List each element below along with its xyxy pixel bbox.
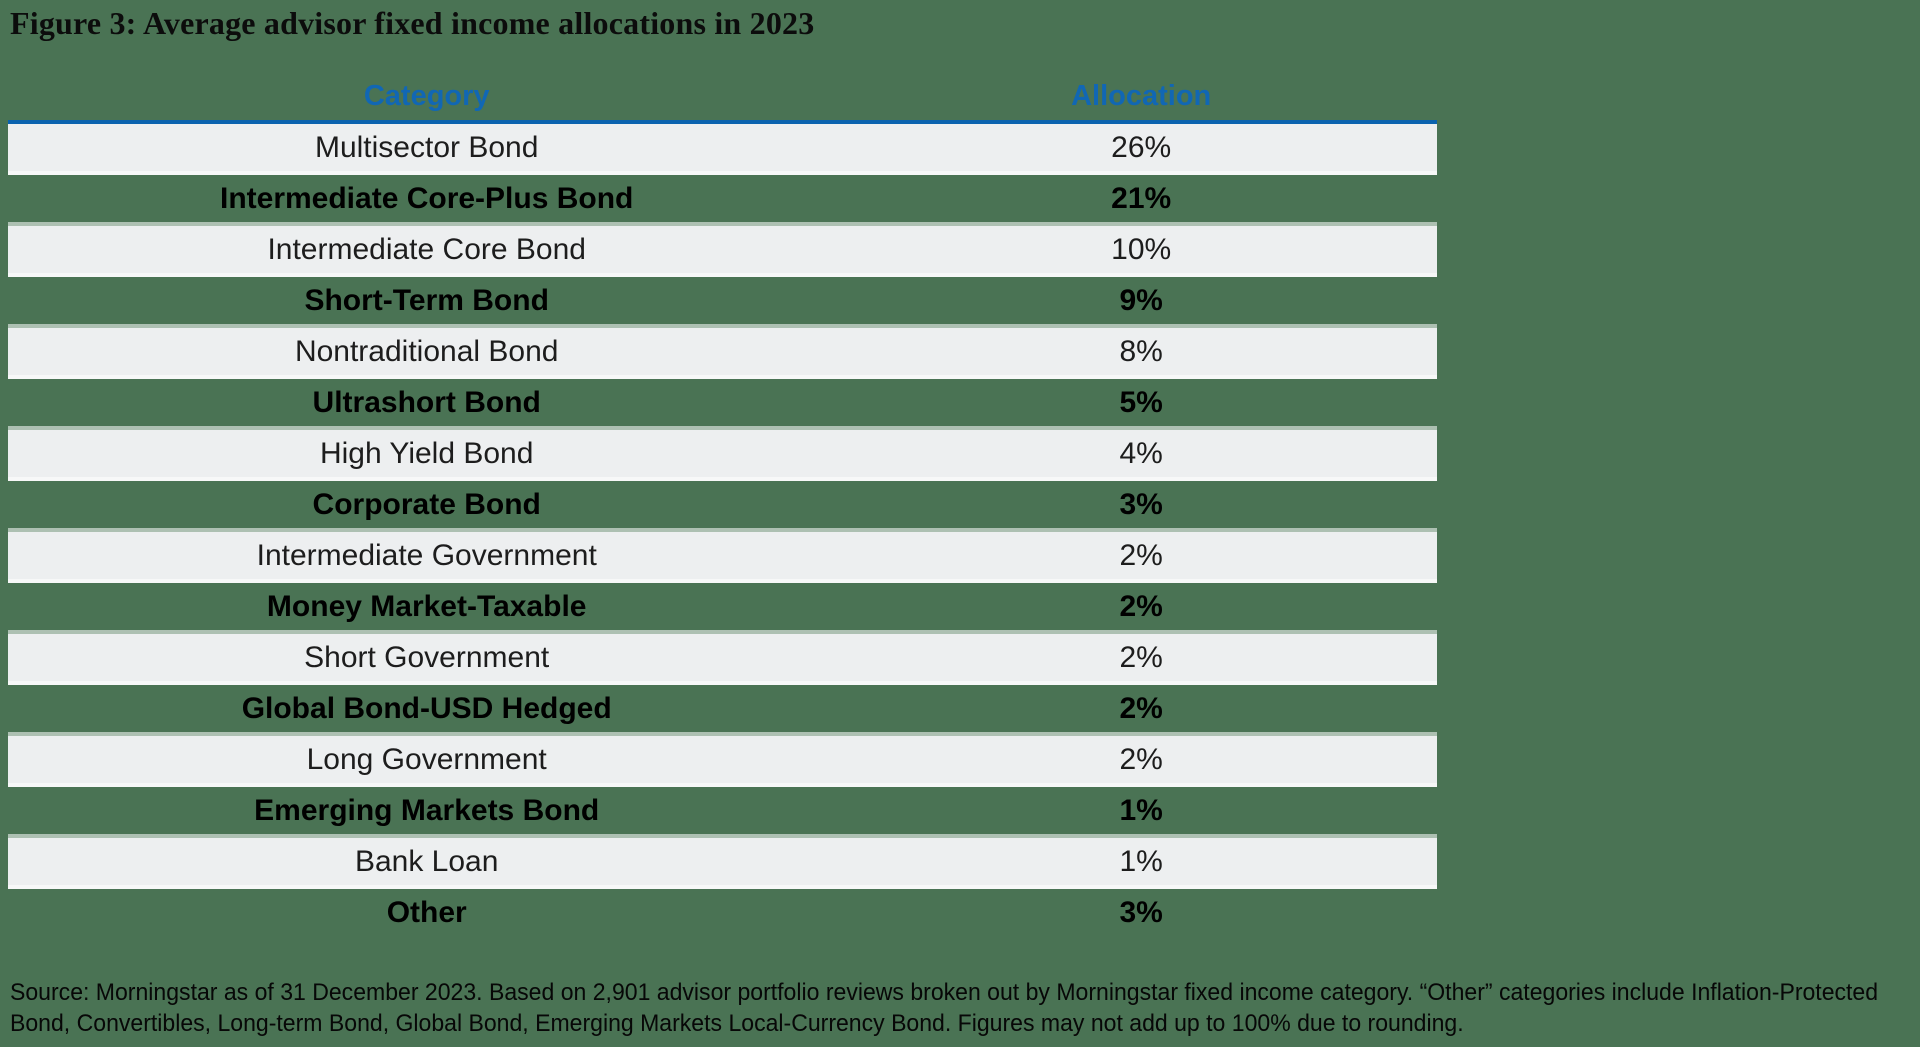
- allocation-cell: 4%: [1119, 437, 1163, 470]
- allocation-cell: 5%: [1119, 386, 1163, 419]
- figure-title: Figure 3: Average advisor fixed income a…: [10, 5, 815, 41]
- allocation-cell: 8%: [1119, 335, 1163, 368]
- allocation-cell: 2%: [1119, 539, 1163, 572]
- table-row: Long Government 2%: [8, 736, 1437, 787]
- category-cell: Intermediate Core Bond: [267, 233, 586, 266]
- allocation-cell: 2%: [1119, 641, 1163, 674]
- allocation-cell: 26%: [1111, 131, 1172, 164]
- table-row: Other 3%: [8, 889, 1437, 936]
- allocation-cell: 21%: [1111, 182, 1172, 215]
- table-row: Intermediate Core Bond 10%: [8, 226, 1437, 277]
- category-cell: Nontraditional Bond: [294, 335, 559, 368]
- allocation-cell: 10%: [1111, 233, 1172, 266]
- table-row: Multisector Bond 26%: [8, 124, 1437, 175]
- allocation-cell: 2%: [1119, 692, 1163, 725]
- allocation-cell: 3%: [1119, 896, 1163, 929]
- column-header-category: Category: [363, 80, 490, 112]
- table-row: Short-Term Bond 9%: [8, 277, 1437, 328]
- table-row: Intermediate Core-Plus Bond 21%: [8, 175, 1437, 226]
- category-cell: Money Market-Taxable: [266, 590, 587, 623]
- table-header-row: Category Allocation: [8, 62, 1437, 124]
- column-header-allocation: Allocation: [1071, 80, 1212, 112]
- allocation-cell: 2%: [1119, 590, 1163, 623]
- table-body: Multisector Bond 26% Intermediate Core-Plu…: [8, 124, 1437, 936]
- table-row: Bank Loan 1%: [8, 838, 1437, 889]
- table-row: Nontraditional Bond 8%: [8, 328, 1437, 379]
- table-row: Corporate Bond 3%: [8, 481, 1437, 532]
- source-note: Source: Morningstar as of 31 December 20…: [10, 977, 1879, 1039]
- category-cell: Intermediate Core-Plus Bond: [219, 182, 634, 215]
- category-cell: High Yield Bond: [319, 437, 534, 470]
- category-cell: Corporate Bond: [312, 488, 541, 521]
- category-cell: Global Bond-USD Hedged: [241, 692, 612, 725]
- table-row: Ultrashort Bond 5%: [8, 379, 1437, 430]
- allocations-table: Category Allocation Multisector Bond 26% I…: [8, 62, 1437, 936]
- category-cell: Emerging Markets Bond: [254, 794, 600, 827]
- table-row: Emerging Markets Bond 1%: [8, 787, 1437, 838]
- source-line: Source: Morningstar as of 31 December 20…: [10, 979, 1879, 1006]
- category-cell: Other: [386, 896, 467, 929]
- table-row: Money Market-Taxable 2%: [8, 583, 1437, 634]
- table-row: Global Bond-USD Hedged 2%: [8, 685, 1437, 736]
- category-cell: Long Government: [306, 743, 547, 776]
- table-row: Short Government 2%: [8, 634, 1437, 685]
- allocation-cell: 1%: [1119, 845, 1163, 878]
- table-row: Intermediate Government 2%: [8, 532, 1437, 583]
- category-cell: Multisector Bond: [314, 131, 539, 164]
- allocation-cell: 9%: [1119, 284, 1163, 317]
- category-cell: Bank Loan: [354, 845, 499, 878]
- source-line: Bond, Convertibles, Long-term Bond, Glob…: [10, 1010, 1464, 1037]
- allocation-cell: 3%: [1119, 488, 1163, 521]
- allocation-cell: 2%: [1119, 743, 1163, 776]
- category-cell: Short Government: [304, 641, 550, 674]
- allocation-cell: 1%: [1119, 794, 1163, 827]
- table-row: High Yield Bond 4%: [8, 430, 1437, 481]
- category-cell: Short-Term Bond: [304, 284, 549, 317]
- category-cell: Intermediate Government: [256, 539, 597, 572]
- category-cell: Ultrashort Bond: [312, 386, 541, 419]
